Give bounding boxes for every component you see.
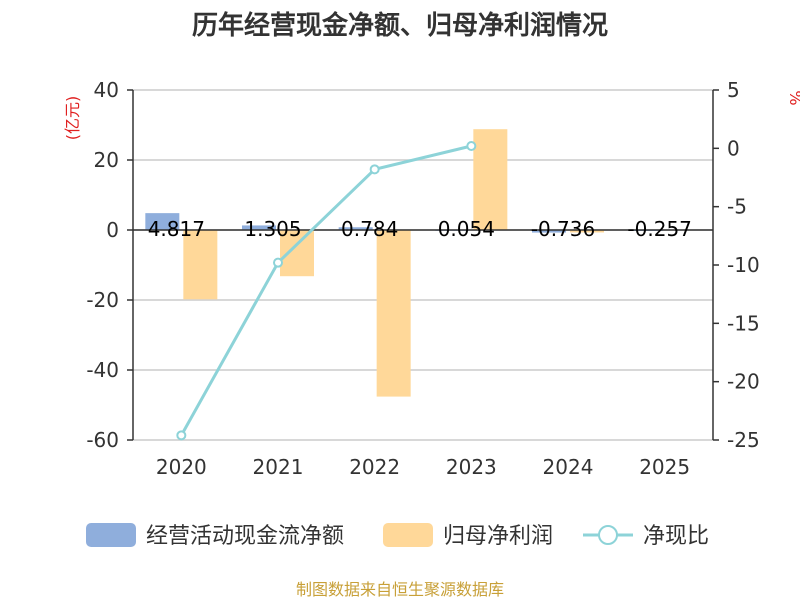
grid: [133, 89, 713, 441]
right-tick-label: 0: [727, 136, 740, 160]
bar-net-profit: [183, 230, 218, 300]
ratio-line: [180, 144, 472, 437]
bar-cashflow: [242, 225, 276, 230]
x-tick-label: 2021: [253, 455, 304, 479]
data-label: -0.736: [531, 217, 595, 241]
data-labels: 4.817 1.305 0.784 0.054 -0.736 -0.257: [148, 217, 692, 241]
x-tick-label: 2023: [446, 455, 497, 479]
legend-label: 经营活动现金流净额: [146, 524, 344, 549]
ratio-marker: [273, 257, 283, 268]
line-series: [176, 141, 477, 441]
bar-cashflow: [338, 227, 373, 230]
data-label: 0.784: [341, 217, 398, 241]
x-tick-label: 2025: [639, 455, 690, 479]
legend: 经营活动现金流净额 归母净利润 净现比: [86, 523, 709, 549]
legend-label: 净现比: [643, 524, 709, 549]
bar-cashflow: [145, 213, 180, 230]
ratio-marker: [466, 141, 477, 151]
bar-net-profit: [570, 230, 604, 233]
legend-swatch: [86, 523, 136, 547]
bar-net-profit: [473, 129, 508, 230]
left-tick-label: -20: [86, 288, 119, 312]
legend-swatch-marker: [598, 525, 618, 545]
data-label: 0.054: [438, 217, 495, 241]
data-label: -0.257: [627, 217, 691, 241]
left-axis-unit: (亿元): [63, 96, 82, 141]
left-tick-label: 40: [94, 78, 119, 102]
left-tick-label: 0: [106, 218, 119, 242]
bar-net-profit: [280, 230, 314, 277]
x-tick-label: 2020: [156, 455, 207, 479]
x-tick-label: 2022: [349, 455, 400, 479]
right-tick-label: -15: [727, 311, 760, 335]
right-tick-label: -20: [727, 370, 760, 394]
left-tick-label: -40: [86, 358, 119, 382]
left-tick-label: -60: [86, 428, 119, 452]
right-tick-label: -25: [727, 428, 760, 452]
right-tick-label: 5: [727, 78, 740, 102]
right-tick-label: -5: [727, 195, 747, 219]
x-tick-label: 2024: [543, 455, 594, 479]
source-note: 制图数据来自恒生聚源数据库: [296, 580, 504, 599]
legend-swatch: [383, 523, 433, 547]
axes: 40 20 0 -20 -40 -60 5 0 -5 -10 -15 -20 -25: [86, 78, 759, 452]
right-axis-unit: %: [786, 90, 800, 105]
chart-title: 历年经营现金净额、归母净利润情况: [192, 10, 608, 41]
ratio-marker: [369, 164, 380, 175]
bar-net-profit: [376, 230, 411, 397]
bars: [145, 129, 663, 397]
legend-label: 归母净利润: [443, 524, 553, 549]
right-tick-label: -10: [727, 253, 760, 277]
data-label: 4.817: [148, 217, 205, 241]
ratio-marker: [176, 430, 187, 441]
data-label: 1.305: [244, 217, 301, 241]
bar-cashflow: [532, 230, 566, 233]
left-tick-label: 20: [94, 148, 119, 172]
x-ticks: 2020 2021 2022 2023 2024 2025: [156, 455, 690, 479]
